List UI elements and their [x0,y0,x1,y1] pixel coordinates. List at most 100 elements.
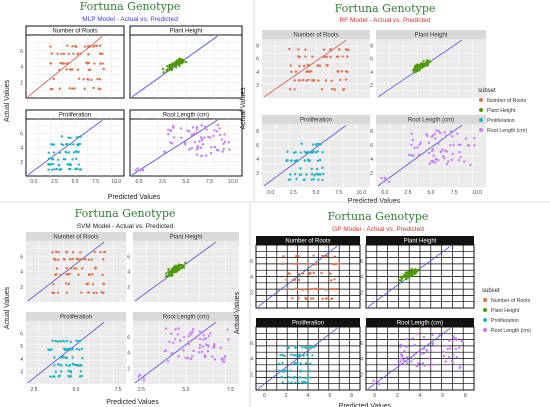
y-tick-label: 4 [360,357,363,363]
data-point [134,169,138,172]
data-point [290,70,293,73]
data-point [304,48,307,51]
data-point [98,87,102,91]
data-point [187,340,191,344]
data-point [311,345,315,349]
data-point [49,87,52,91]
y-tick-label: 6 [370,57,373,63]
data-point [451,135,454,138]
data-point [87,53,90,56]
y-tick-label: 4 [20,65,23,71]
legend-swatch [479,98,483,102]
data-point [307,288,311,291]
data-point [431,148,435,151]
data-point [184,143,187,146]
legend-swatch [483,298,487,302]
data-point [331,297,334,300]
x-tick-label: 0 [373,393,376,399]
data-point [459,365,462,368]
data-point [419,141,423,144]
data-point [377,382,381,385]
data-point [306,69,310,73]
facet-strip [262,115,370,124]
data-point [73,87,76,90]
data-point [93,44,97,47]
data-point [85,282,88,286]
data-point [61,356,64,359]
data-point [403,349,406,353]
data-point [205,128,208,131]
data-point [74,157,78,160]
data-point [184,61,188,64]
data-point [209,332,212,335]
data-point [457,143,460,146]
data-point [91,283,95,286]
data-point [56,363,60,366]
data-point [191,328,195,331]
data-point [47,157,51,160]
facet-root-length-cm: Root Length (cm) 2 4 6 0 2 4 6 8 [360,318,475,399]
data-point [431,134,435,137]
data-point [223,357,226,360]
legend-swatch [483,318,487,322]
data-point [309,346,312,349]
data-point [286,380,289,384]
data-point [57,375,60,378]
data-point [72,151,76,154]
data-point [165,272,168,275]
chart-rf: Fortuna Genotype RF Model - Actual vs. Pr… [240,2,527,205]
fit-line [257,327,338,390]
data-point [304,288,308,291]
data-point [176,333,179,336]
data-point [293,376,296,379]
data-point [51,291,54,295]
data-point [410,132,413,135]
data-point [432,154,435,157]
facet-proliferation: Proliferation 2 4 6 0 2 4 6 8 [250,318,361,399]
data-point [187,334,190,338]
data-point [418,143,421,146]
data-point [445,162,449,166]
chart-title: Fortuna Genotype [335,2,436,15]
x-axis-label: Predicted Values [108,194,161,201]
data-point [347,48,350,51]
data-point [473,144,476,147]
data-point [427,141,431,145]
data-point [308,369,311,373]
data-point [309,362,312,366]
data-point [226,328,229,331]
facet-strip-label: Plant Height [404,239,437,245]
data-point [326,64,329,67]
x-tick-label: 5.0 [428,190,435,196]
data-point [414,66,417,70]
data-point [177,327,180,330]
data-point [56,52,59,55]
data-point [288,88,292,91]
data-point [336,287,339,291]
data-point [138,169,141,172]
data-point [329,279,333,282]
data-point [79,364,83,367]
data-point [195,153,199,156]
data-point [292,354,296,357]
data-point [316,159,320,162]
data-point [412,270,416,273]
data-point [56,258,60,262]
data-point [325,297,328,300]
data-point [75,339,78,342]
data-point [451,340,454,343]
data-point [69,267,73,270]
data-point [303,178,306,181]
data-point [332,287,335,291]
data-point [54,250,58,254]
data-point [329,55,332,59]
data-point [71,251,75,254]
data-point [442,350,445,354]
legend-swatch [483,308,487,312]
chart-subtitle: RF Model - Actual vs. Predicted [339,17,430,24]
data-point [88,68,92,71]
chart-subtitle: MLP Model - Actual vs. Predicted [82,16,178,23]
data-point [459,155,462,159]
data-point [101,52,104,56]
x-tick-label: 7.5 [115,387,122,393]
